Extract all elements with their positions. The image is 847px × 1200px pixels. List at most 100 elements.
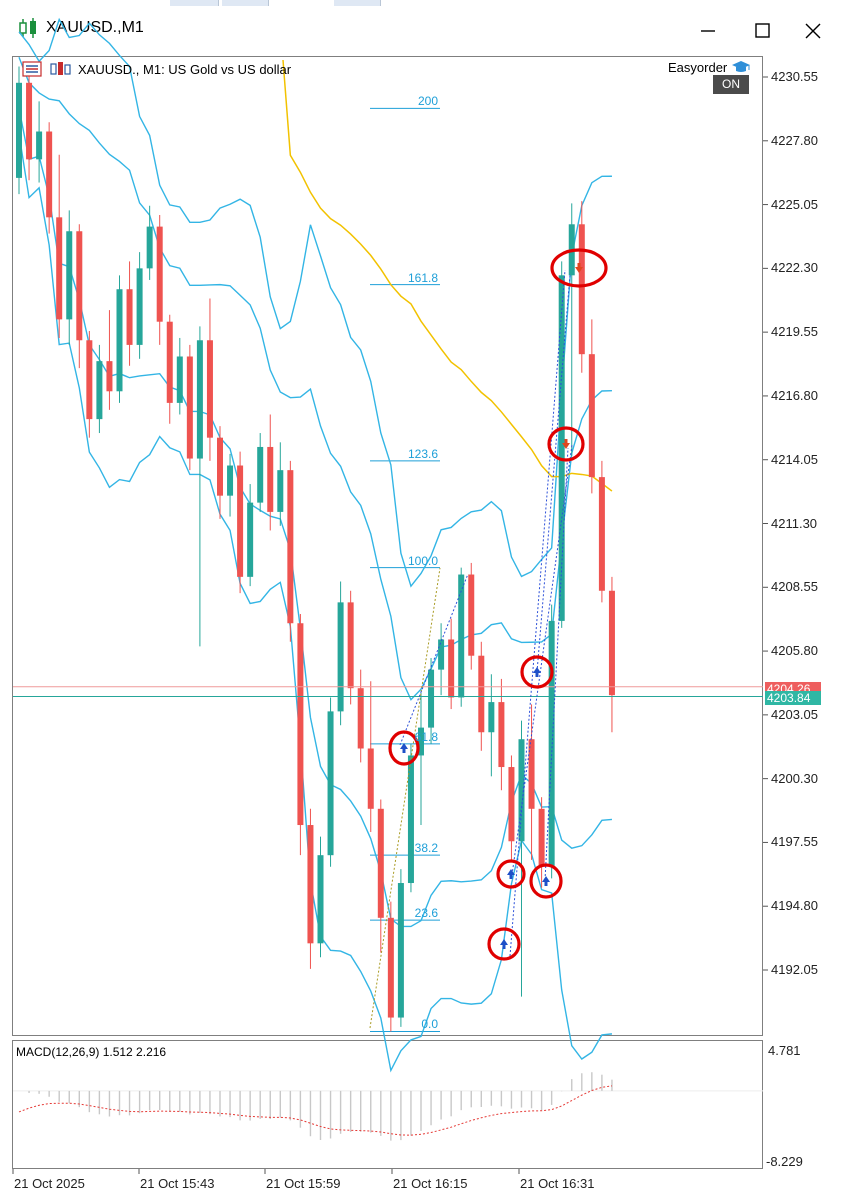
candle	[277, 442, 284, 526]
candle-body	[237, 465, 244, 577]
bollinger-band-line	[18, 57, 612, 701]
fib-level-label: 200	[417, 94, 438, 109]
candle-body	[116, 289, 123, 392]
buy-arrow-marker	[520, 655, 554, 689]
close-button[interactable]	[793, 12, 833, 48]
candle-body	[36, 131, 43, 160]
candle	[307, 808, 314, 969]
price-axis-label: 4205.80	[771, 643, 818, 659]
buy-arrow-icon	[533, 667, 541, 673]
candle	[146, 205, 153, 280]
candle	[468, 562, 475, 670]
buy-arrow-marker	[529, 863, 563, 899]
candle-body	[608, 590, 615, 696]
price-chart-area[interactable]	[12, 56, 763, 1036]
close-icon	[805, 23, 821, 39]
maximize-icon	[755, 23, 770, 38]
candle-body	[387, 917, 394, 1018]
candle	[16, 66, 22, 195]
fib-level-label: 38.2	[414, 841, 438, 856]
candle-body	[196, 340, 203, 459]
bollinger-band-line	[18, 133, 613, 1073]
candle-body	[327, 711, 334, 856]
trade-panel-icon[interactable]	[22, 61, 42, 77]
trade-connection-line	[509, 269, 566, 957]
candle	[598, 460, 605, 603]
chart-header: XAUUSD., M1: US Gold vs US dollar	[22, 60, 291, 78]
macd-max-label: 4.781	[768, 1043, 801, 1058]
candle	[367, 681, 374, 832]
price-axis-label: 4200.30	[771, 770, 818, 786]
maximize-button[interactable]	[742, 12, 782, 48]
easyorder-on-badge[interactable]: ON	[713, 75, 749, 94]
trade-connection-line	[544, 447, 569, 881]
time-axis-label: 21 Oct 16:15	[393, 1176, 468, 1191]
candle-body	[397, 883, 404, 1018]
price-axis-label: 4194.80	[771, 898, 818, 914]
candle	[428, 658, 435, 744]
candle	[608, 576, 615, 733]
moving-average-line	[282, 59, 613, 492]
candle-body	[508, 767, 515, 842]
buy-arrow-icon	[507, 869, 515, 875]
window-titlebar: XAUUSD.,M1	[0, 0, 847, 58]
candle	[448, 618, 455, 710]
candle-body	[478, 655, 485, 733]
trade-markers	[388, 248, 608, 961]
fib-level-label: 0.0	[421, 1017, 438, 1032]
candle	[387, 901, 394, 1032]
macd-label: MACD(12,26,9) 1.512 2.216	[16, 1045, 167, 1059]
candle-body	[86, 340, 93, 420]
price-axis-label: 4208.55	[771, 579, 818, 595]
time-axis-label: 21 Oct 15:43	[140, 1176, 215, 1191]
candle	[397, 869, 404, 1027]
chart-indicator-icon[interactable]	[50, 61, 72, 77]
minimize-button[interactable]	[688, 12, 728, 48]
candle-body	[96, 361, 103, 420]
candle-body	[257, 446, 264, 503]
candle-body	[538, 808, 545, 867]
price-lines	[13, 686, 763, 698]
buy-arrow-icon	[400, 743, 408, 749]
graduation-cap-icon	[731, 61, 750, 72]
sell-arrow-icon	[562, 443, 570, 449]
candle	[56, 154, 63, 338]
candle	[287, 460, 294, 642]
candle	[76, 224, 83, 369]
candle	[126, 261, 133, 366]
price-axis-label: 4214.05	[771, 451, 818, 467]
fib-level-label: 61.8	[414, 729, 438, 744]
fib-level-label: 100.0	[407, 553, 438, 568]
tab-fragment[interactable]	[222, 0, 269, 6]
easyorder-label[interactable]: Easyorder	[668, 60, 751, 75]
candle-body	[458, 574, 465, 698]
trade-lines	[369, 269, 573, 1029]
tab-fragment[interactable]	[334, 0, 381, 6]
macd-signal-line	[18, 1085, 613, 1136]
candle-body	[337, 602, 344, 712]
candle	[297, 613, 304, 856]
candle	[166, 314, 173, 424]
easyorder-text: Easyorder	[668, 60, 728, 75]
candle-body	[247, 502, 254, 577]
candle	[257, 433, 264, 512]
candle	[407, 743, 414, 893]
candle	[337, 581, 344, 726]
candle-body	[558, 275, 565, 621]
candle	[588, 319, 595, 494]
candle	[267, 414, 274, 531]
price-axis-label: 4219.55	[771, 324, 818, 340]
candle-body	[528, 739, 535, 809]
candle	[106, 310, 113, 410]
red-circle-annotation	[388, 730, 420, 766]
buy-arrow-icon	[500, 939, 508, 945]
candle	[36, 101, 43, 183]
candle-body	[307, 825, 314, 944]
candle	[247, 484, 254, 587]
tab-fragment[interactable]	[170, 0, 219, 6]
candle	[418, 692, 424, 826]
macd-subwindow[interactable]	[12, 1040, 763, 1169]
candle	[438, 623, 445, 696]
trade-connection-line	[399, 573, 469, 746]
candle	[518, 720, 525, 997]
